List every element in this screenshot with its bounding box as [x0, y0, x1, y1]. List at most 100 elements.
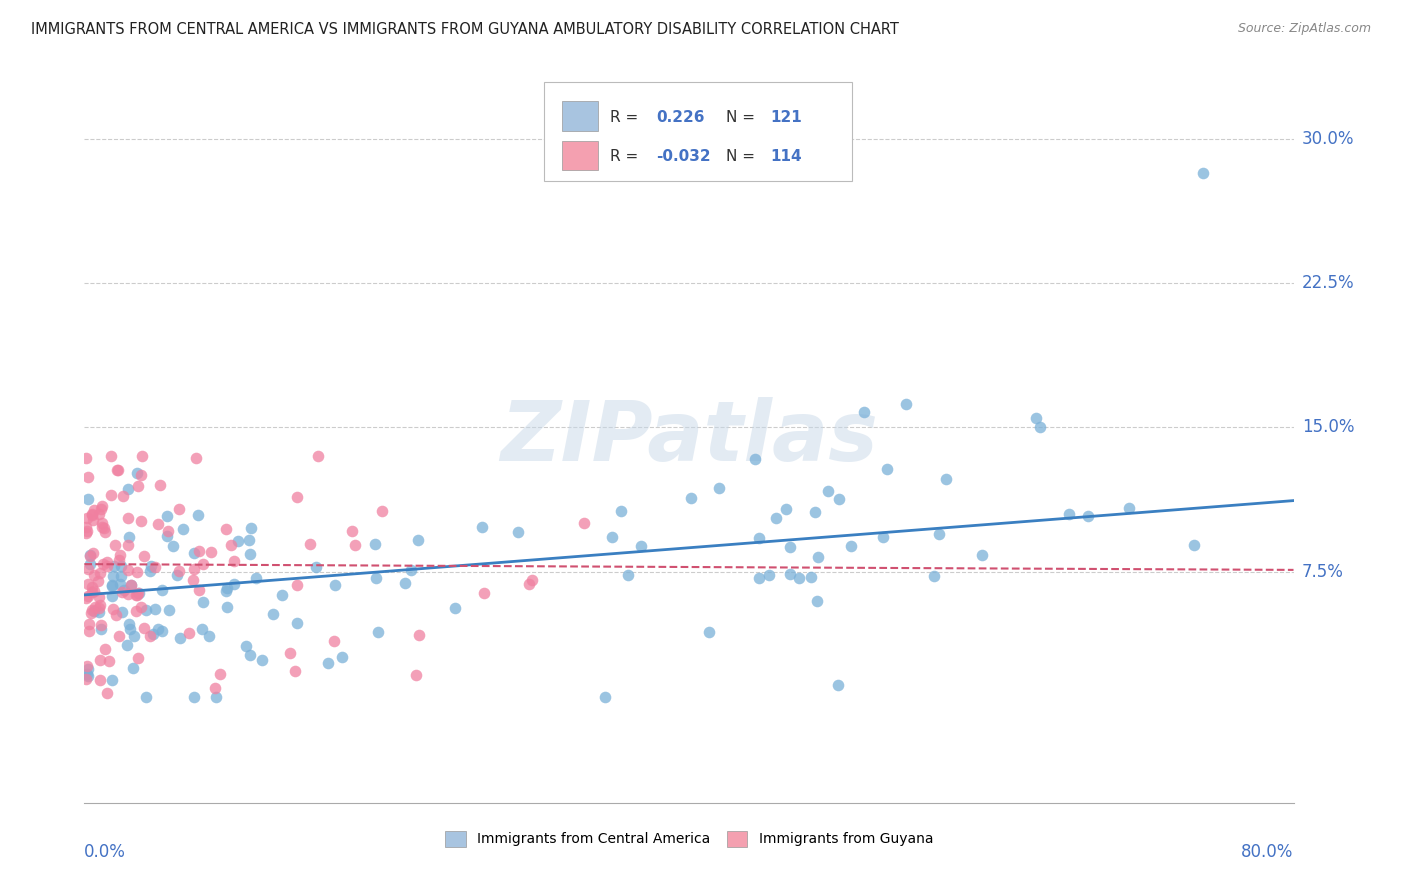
Point [150, 624, 173, 639]
Point [1118, 501, 1140, 516]
Point [807, 549, 830, 564]
Point [91, 499, 114, 513]
Point [285, 578, 308, 592]
Point [235, 640, 257, 654]
Point [744, 452, 766, 467]
Point [79, 607, 101, 621]
Point [125, 604, 148, 618]
Point [1192, 166, 1215, 180]
Point [408, 628, 430, 642]
Point [127, 466, 149, 480]
Point [522, 573, 544, 587]
Point [1077, 509, 1099, 524]
Point [91, 520, 114, 534]
Point [508, 525, 530, 540]
Point [142, 627, 165, 641]
Point [84, 599, 107, 614]
Text: IMMIGRANTS FROM CENTRAL AMERICA VS IMMIGRANTS FROM GUYANA AMBULATORY DISABILITY : IMMIGRANTS FROM CENTRAL AMERICA VS IMMIG… [31, 22, 898, 37]
Point [183, 546, 205, 560]
Point [221, 538, 243, 552]
Point [876, 462, 898, 476]
Text: Source: ZipAtlas.com: Source: ZipAtlas.com [1237, 22, 1371, 36]
Point [205, 690, 228, 704]
Point [217, 599, 239, 614]
Point [89, 673, 111, 687]
Point [132, 549, 155, 564]
Point [117, 616, 139, 631]
Point [332, 650, 354, 665]
Point [120, 577, 142, 591]
Point [287, 490, 309, 504]
Text: 30.0%: 30.0% [1302, 129, 1354, 148]
Point [817, 484, 839, 499]
Point [117, 538, 139, 552]
Point [96, 555, 118, 569]
Point [1028, 420, 1050, 434]
Point [117, 638, 139, 652]
Point [758, 567, 780, 582]
Point [118, 623, 141, 637]
Point [200, 545, 222, 559]
Point [101, 602, 124, 616]
Point [839, 539, 862, 553]
Point [1182, 538, 1205, 552]
Point [806, 594, 828, 608]
Point [82, 602, 104, 616]
Point [278, 646, 301, 660]
Point [305, 559, 328, 574]
Point [367, 625, 389, 640]
Point [117, 563, 139, 577]
Point [238, 533, 260, 547]
Point [110, 569, 132, 583]
Point [83, 604, 105, 618]
Point [179, 626, 201, 640]
Point [226, 533, 249, 548]
Point [239, 648, 262, 662]
Point [90, 623, 112, 637]
Point [935, 472, 957, 486]
Point [101, 579, 124, 593]
Point [117, 587, 139, 601]
Point [89, 598, 111, 612]
Text: 80.0%: 80.0% [1241, 843, 1294, 861]
Point [262, 607, 284, 621]
Text: ZIPatlas: ZIPatlas [501, 397, 877, 477]
Point [215, 522, 238, 536]
Point [307, 450, 329, 464]
Point [191, 558, 214, 572]
Point [610, 503, 633, 517]
Point [775, 501, 797, 516]
Point [405, 668, 427, 682]
Point [803, 505, 825, 519]
Point [198, 629, 221, 643]
Legend: Immigrants from Central America, Immigrants from Guyana: Immigrants from Central America, Immigra… [440, 826, 938, 851]
Point [191, 622, 214, 636]
Text: 121: 121 [770, 110, 801, 125]
Point [707, 481, 730, 495]
Point [1057, 507, 1080, 521]
Point [103, 559, 125, 574]
Point [239, 547, 262, 561]
Point [972, 548, 994, 562]
Point [101, 578, 124, 592]
Point [90, 516, 112, 530]
Point [828, 492, 851, 507]
Point [166, 568, 188, 582]
Point [87, 574, 110, 589]
Point [224, 577, 246, 591]
Point [215, 583, 238, 598]
Point [157, 524, 180, 539]
Point [76, 666, 98, 681]
Point [124, 629, 146, 643]
Point [285, 616, 308, 631]
Point [150, 582, 173, 597]
Point [172, 522, 194, 536]
Point [75, 526, 97, 541]
Point [139, 559, 162, 574]
Point [169, 632, 191, 646]
Point [77, 469, 100, 483]
Point [316, 656, 339, 670]
Point [96, 559, 118, 574]
Point [110, 585, 132, 599]
Point [80, 584, 103, 599]
